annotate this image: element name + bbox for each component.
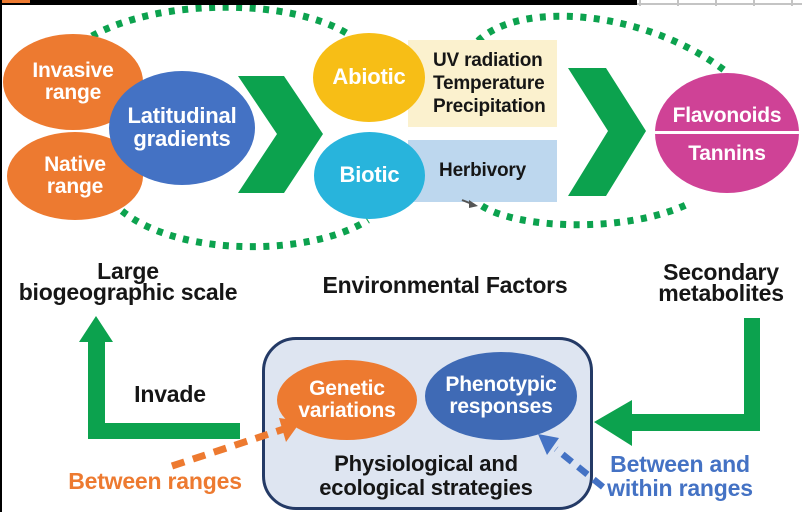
genetic-variations-ellipse: Genetic variations: [277, 360, 417, 440]
table-tick-artifact: [791, 0, 793, 6]
invasive-range-line2: range: [44, 81, 102, 104]
strategies-caption: Physiological and ecological strategies: [302, 452, 550, 500]
abiotic-factor-precipitation: Precipitation: [433, 96, 546, 117]
table-tick-artifact: [677, 0, 679, 6]
table-tick-artifact: [753, 0, 755, 6]
invasive-range-line1: Invasive: [32, 59, 114, 83]
secondary-line2: metabolites: [658, 280, 784, 306]
biotic-factors-box: Herbivory: [408, 140, 557, 202]
table-tick-artifact: [639, 0, 641, 6]
top-orange-smudge-artifact: [2, 0, 30, 3]
biotic-label: Biotic: [339, 162, 400, 188]
abiotic-factor-uv: UV radiation: [433, 50, 543, 71]
abiotic-label: Abiotic: [332, 64, 406, 90]
chevron-arrow-right: [568, 68, 646, 196]
top-black-bar-artifact: [0, 0, 637, 5]
between-within-dashed-line: [553, 446, 606, 490]
abiotic-ellipse: Abiotic: [313, 33, 425, 122]
dotted-ring-left-bottom-arc: [119, 208, 370, 251]
strategies-caption-line2: ecological strategies: [319, 475, 533, 500]
tannins-label: Tannins: [688, 141, 766, 165]
abiotic-factors-box: UV radiation Temperature Precipitation: [408, 40, 557, 127]
metabolites-to-panel-arrow: [594, 318, 760, 446]
between-within-ranges-label: Between and within ranges: [594, 452, 766, 500]
genetic-line1: Genetic: [309, 377, 385, 401]
phenotypic-line1: Phenotypic: [445, 373, 557, 397]
between-within-arrowhead: [538, 434, 559, 455]
biotic-ellipse: Biotic: [314, 132, 425, 219]
metabolites-ellipse: Flavonoids Tannins: [655, 73, 799, 193]
native-range-line2: range: [46, 175, 104, 198]
large-scale-line1: Large: [97, 258, 159, 284]
between-within-line1: Between and: [610, 451, 750, 477]
dotted-ring-right-bottom-arc: [480, 199, 692, 229]
between-ranges-dashed-line: [170, 425, 286, 470]
secondary-line1: Secondary: [663, 259, 779, 285]
flavonoids-label: Flavonoids: [672, 103, 782, 127]
latitudinal-line2: gradients: [133, 126, 231, 151]
strategies-caption-line1: Physiological and: [334, 451, 518, 476]
phenotypic-line2: responses: [449, 395, 553, 418]
small-cursor-artifact-head: [469, 200, 478, 208]
between-ranges-label: Between ranges: [68, 468, 242, 494]
latitudinal-gradients-ellipse: Latitudinal gradients: [109, 71, 255, 185]
abiotic-factor-temperature: Temperature: [433, 73, 545, 94]
table-border-artifact: [637, 3, 802, 5]
large-scale-line2: biogeographic scale: [18, 279, 238, 305]
environmental-factors-label: Environmental Factors: [322, 272, 568, 298]
phenotypic-responses-ellipse: Phenotypic responses: [425, 352, 577, 440]
chevron-arrow-left: [238, 76, 323, 193]
biotic-factor-herbivory: Herbivory: [439, 160, 526, 181]
secondary-metabolites-label: Secondary metabolites: [640, 259, 802, 306]
between-ranges-arrowhead: [279, 418, 301, 442]
metabolites-divider-line: [655, 130, 799, 134]
left-black-line-artifact: [0, 0, 2, 512]
large-biogeographic-scale-label: Large biogeographic scale: [10, 258, 246, 305]
table-tick-artifact: [715, 0, 717, 6]
invade-label: Invade: [134, 381, 206, 407]
dotted-ring-left-top-arc: [90, 3, 350, 40]
native-range-line1: Native: [44, 153, 106, 177]
latitudinal-line1: Latitudinal: [127, 103, 237, 129]
invade-up-arrow: [79, 316, 240, 439]
genetic-line2: variations: [298, 399, 396, 422]
between-within-line2: within ranges: [607, 475, 753, 501]
